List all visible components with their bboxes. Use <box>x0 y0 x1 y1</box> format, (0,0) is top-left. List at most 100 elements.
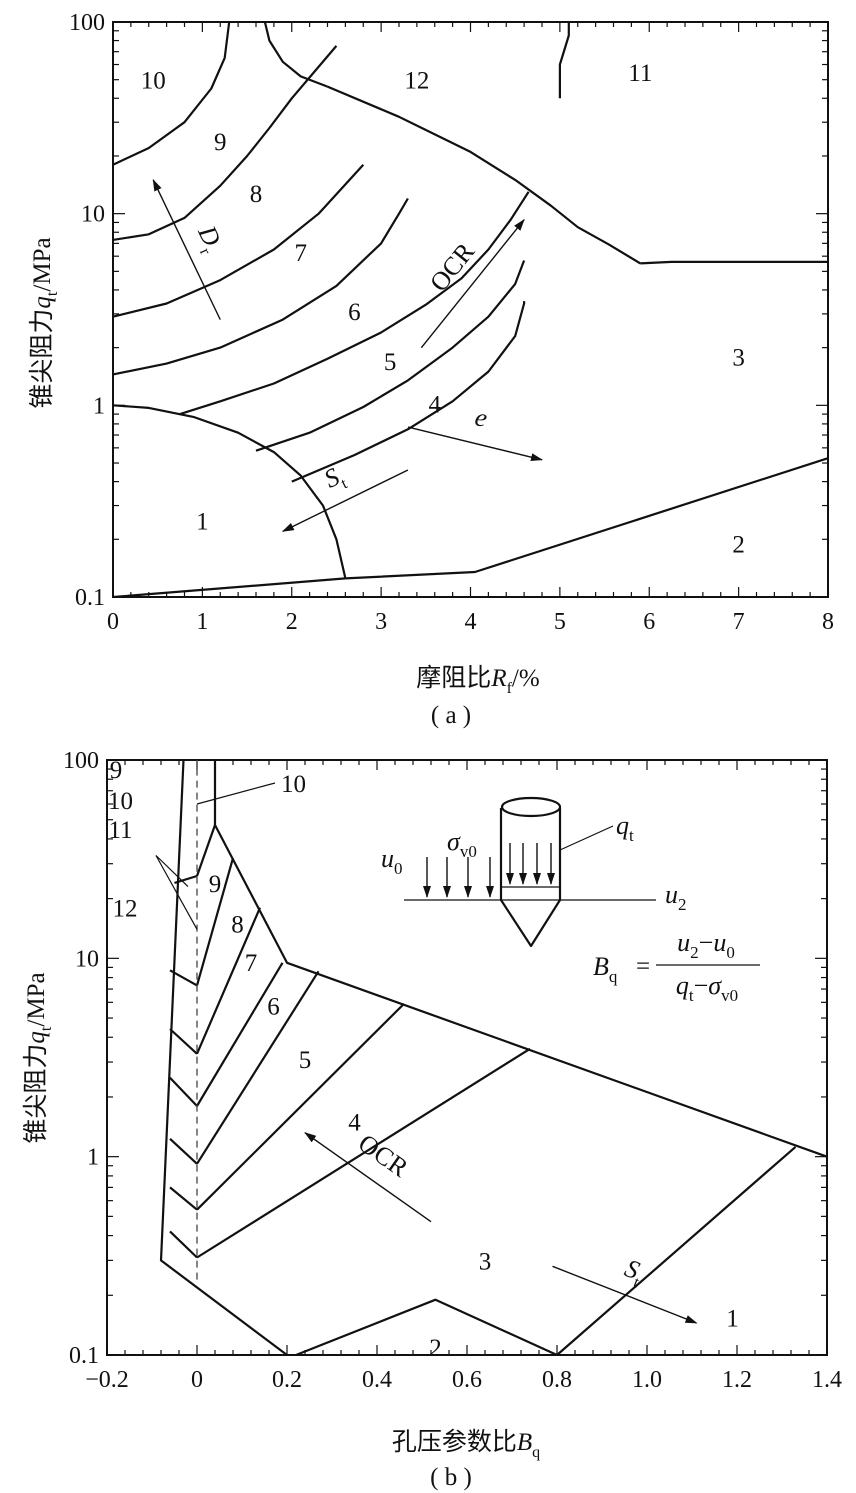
cone-body <box>499 808 562 948</box>
zone-label: 12 <box>404 68 429 95</box>
zone-boundary-line <box>195 857 235 986</box>
zone-boundary-line <box>196 1047 531 1259</box>
plot-frame-a <box>112 21 829 598</box>
den-qt-sub: t <box>689 986 694 1005</box>
y-axis-sub-a: t <box>44 291 61 296</box>
zone-boundary-line <box>169 1186 198 1211</box>
zone-boundary-line <box>263 21 328 88</box>
arrow-label: e <box>472 402 490 433</box>
u2-label: u2 <box>665 880 687 914</box>
zone-label: 12 <box>113 896 138 923</box>
trend-arrow <box>420 218 525 349</box>
zone-label: 7 <box>245 950 258 977</box>
bq-numerator: u2−u0 <box>677 928 735 962</box>
zone-boundary-line <box>196 970 320 1165</box>
zone-boundary-line <box>169 1137 198 1165</box>
arrow-label: Dr <box>187 220 229 258</box>
zone-label: 10 <box>141 68 166 95</box>
zone-boundary-line <box>169 969 198 987</box>
zone-boundary-line <box>112 404 347 579</box>
zone-boundary-line <box>196 1003 405 1211</box>
caption-b: ( b ) <box>430 1464 472 1491</box>
zone-boundary-line <box>112 163 365 318</box>
zone-label: 11 <box>108 817 132 844</box>
x-tick-label: −0.2 <box>85 1367 129 1393</box>
x-tick-label: 1.2 <box>722 1367 752 1393</box>
zone-boundary-line <box>196 962 284 1107</box>
zone-label: 11 <box>628 60 652 87</box>
trend-arrow <box>152 179 221 320</box>
u2-sub: 2 <box>678 895 687 914</box>
y-tick-label: 100 <box>63 748 99 774</box>
zone-boundary-line <box>558 22 570 99</box>
bq-equals: = <box>636 953 650 980</box>
y-tick-label: 10 <box>75 946 99 972</box>
zone-label: 3 <box>732 344 745 371</box>
zone-boundary-line <box>195 824 217 877</box>
qt-leader <box>559 825 614 851</box>
zone-label: 9 <box>110 757 123 784</box>
zone-boundary-line <box>195 907 262 1055</box>
zone-label: 2 <box>429 1335 442 1362</box>
zone-boundary-line <box>112 457 829 599</box>
arrow-label-sub: t <box>339 475 351 492</box>
u0-symbol: u <box>381 844 394 873</box>
zone-boundary-line <box>556 1146 797 1356</box>
zone-boundary-line <box>159 759 288 1356</box>
qt-label: qt <box>616 811 634 845</box>
cone-top <box>500 796 562 818</box>
u2-symbol: u <box>665 880 678 909</box>
annotations-b: OCR St 10 <box>155 771 698 1324</box>
zone-label: 6 <box>348 299 361 326</box>
zone-boundary-line <box>169 1028 198 1055</box>
bq-label: Bq <box>593 952 618 986</box>
x-axis-title-b: 孔压参数比Bq <box>392 1427 540 1461</box>
arrow-label: St <box>619 1253 648 1291</box>
x-tick-label: 8 <box>822 609 834 635</box>
x-tick-label: 6 <box>643 609 655 635</box>
callout-leader <box>155 855 198 930</box>
y-axis-text-b: 锥尖阻力 <box>21 1044 50 1144</box>
y-tick-label: 1 <box>93 393 105 419</box>
x-axis-unit-a: /% <box>512 665 540 692</box>
zone-label: 5 <box>299 1047 312 1074</box>
y-axis-var-a: q <box>29 296 56 309</box>
den-sigma: σ <box>708 971 722 1000</box>
callout-label: 10 <box>281 771 306 798</box>
num-u0: u <box>713 928 726 957</box>
u0-label: u0 <box>381 844 403 878</box>
zone-label: 3 <box>479 1248 492 1275</box>
y-tick-label: 100 <box>69 10 105 36</box>
arrow-label-main: S <box>621 1253 644 1285</box>
arrow-label-sub: t <box>631 1274 642 1292</box>
x-axis-var-b: B <box>517 1429 532 1456</box>
x-tick-label: 1 <box>196 609 208 635</box>
sigma-sub: v0 <box>460 842 477 861</box>
qt-sub: t <box>629 826 634 845</box>
bq-sub: q <box>609 967 618 986</box>
zone-boundaries-b <box>159 759 828 1357</box>
x-tick-label: 0.2 <box>272 1367 302 1393</box>
zone-label: 8 <box>250 181 263 208</box>
zone-boundaries-a <box>112 21 829 599</box>
bq-denominator: qt−σv0 <box>676 971 738 1005</box>
arrow-label: OCR <box>353 1128 414 1183</box>
zone-label: 5 <box>384 349 397 376</box>
zone-boundary-line <box>112 45 338 241</box>
trend-arrow <box>407 426 543 462</box>
zone-boundary-line <box>179 191 530 416</box>
arrow-label: St <box>319 460 350 498</box>
zone-boundary-line <box>169 1076 198 1107</box>
zone-boundary-line <box>213 760 828 1158</box>
zone-boundary-line <box>112 21 231 166</box>
sigma-symbol: σ <box>447 827 461 856</box>
x-axis-sub-a: f <box>507 680 513 697</box>
trend-arrow <box>281 469 409 532</box>
y-axis-text-a: 锥尖阻力 <box>27 309 56 409</box>
callout-leader <box>196 782 276 805</box>
